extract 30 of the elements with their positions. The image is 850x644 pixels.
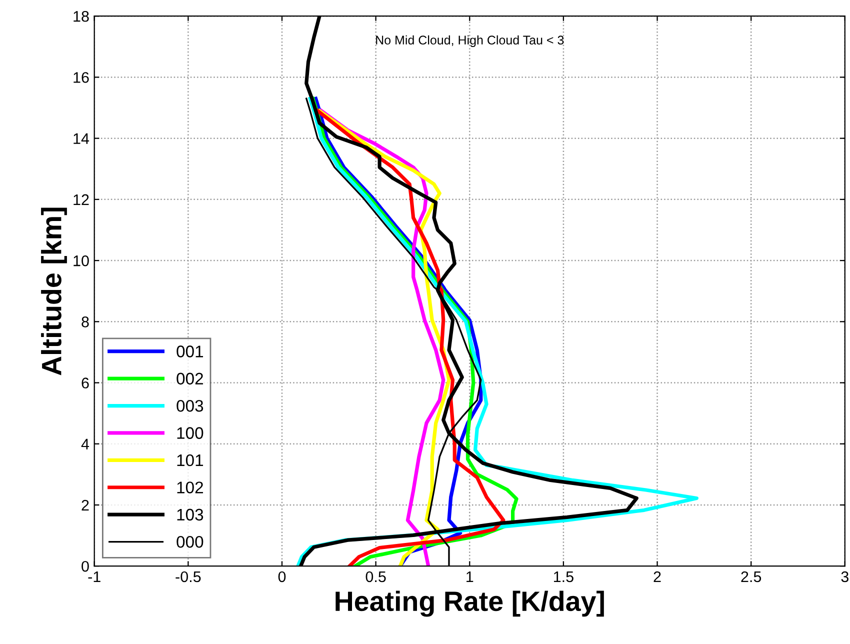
legend-label: 002 [176,372,203,385]
y-tick-label: 12 [74,194,89,205]
y-tick-label: 2 [82,500,89,511]
legend-label: 102 [177,482,203,494]
x-axis-title: Heating Rate [K/day] [336,590,604,617]
x-tick-label: -0.5 [176,571,201,582]
x-tick-label: 0.5 [366,571,386,582]
x-tick-label: -1 [88,572,100,582]
y-tick-label: 10 [74,255,89,266]
legend-label: 100 [177,427,204,439]
legend-label: 000 [176,536,204,548]
y-tick-label: 16 [74,72,89,83]
y-tick-label: 8 [82,316,89,328]
legend-label: 001 [176,346,204,358]
legend-label: 003 [176,400,204,412]
y-tick-label: 18 [74,10,89,22]
x-tick-label: 3 [841,571,848,582]
x-tick-label: 2 [654,571,661,582]
x-tick-label: 1 [466,572,474,582]
legend-label: 101 [177,454,204,466]
y-tick-label: 6 [82,378,89,388]
y-axis-title: Altitude [km] [41,208,67,376]
y-tick-label: 0 [82,560,89,572]
y-tick-label: 14 [74,133,90,144]
annotation: No Mid Cloud, High Cloud Tau < 3 [376,35,564,47]
legend-label: 103 [177,508,204,521]
x-tick-label: 0 [278,571,286,582]
y-tick-label: 4 [81,438,90,450]
x-tick-label: 2.5 [741,571,762,582]
x-tick-label: 1.5 [554,572,574,582]
